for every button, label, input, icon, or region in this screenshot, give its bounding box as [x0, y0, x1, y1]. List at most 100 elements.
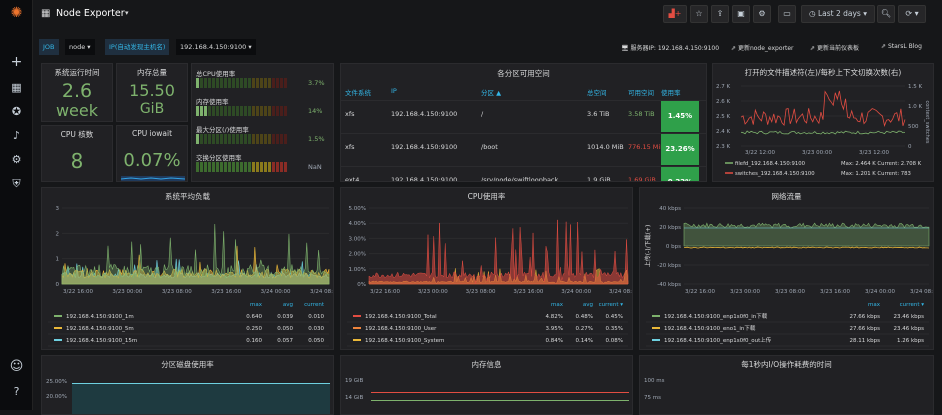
ip-variable-select[interactable]: 192.168.4.150:9100 ▾	[176, 39, 256, 55]
settings-button[interactable]: ⚙	[753, 5, 771, 23]
ylabel: 上传(-)/下载(+)	[644, 225, 652, 268]
disk-ytick: 25.00%	[46, 379, 67, 385]
uptime-panel[interactable]: 系统运行时间 2.6 week	[41, 63, 113, 122]
legend-header[interactable]: avg	[583, 302, 593, 308]
legend-header[interactable]: max	[250, 302, 263, 308]
legend-header[interactable]: current ▾	[900, 302, 925, 308]
variables-bar: JOB node ▾ IP(自动发现主机名) 192.168.4.150:910…	[33, 36, 942, 58]
update-dashboard-link[interactable]: ⇗ 更新当前仪表板	[810, 45, 859, 52]
time-range-picker[interactable]: ◷ Last 2 days ▾	[801, 5, 875, 23]
legend-series-name[interactable]: 192.168.4.150:9100_5m	[66, 326, 134, 332]
legend-value: 0.250	[246, 326, 262, 332]
ytick: 4.00%	[349, 221, 366, 227]
gauge-segment	[228, 134, 231, 144]
fd-legend-name[interactable]: filefd_192.168.4.150:9100	[735, 161, 806, 167]
gauge-label: 内存使用率	[196, 98, 229, 106]
legend-series-name[interactable]: 192.168.4.150:9100_enp1s0f0_out上传	[664, 336, 772, 344]
disk-ytick: 20.00%	[46, 394, 67, 400]
xtick: 3/22 16:00	[370, 289, 400, 295]
gauge-segment	[284, 162, 287, 172]
fs-table-cell: xfs	[345, 143, 355, 151]
cpu-iowait-panel[interactable]: CPU iowait 0.07%	[116, 125, 188, 182]
memory-total-title: 内存总量	[137, 68, 167, 77]
server-ip-link[interactable]: 🖥︎ 服务器IP: 192.168.4.150:9100	[621, 45, 720, 52]
legend-series-name[interactable]: 192.168.4.150:9100_Total	[365, 314, 437, 320]
job-variable-select[interactable]: node ▾	[65, 39, 95, 55]
fd-legend-stats: Max: 2.464 K Current: 2.708 K	[841, 161, 922, 167]
fs-col-header[interactable]: 文件系统	[345, 89, 371, 97]
bell-icon[interactable]: ♪	[12, 129, 21, 142]
legend-header[interactable]: avg	[283, 302, 293, 308]
zoom-out-button[interactable]: 🔍︎	[877, 5, 895, 23]
legend-header[interactable]: max	[868, 302, 881, 308]
gauge-segment	[200, 78, 203, 88]
gauge-segment	[220, 162, 223, 172]
explore-icon[interactable]: ✪	[11, 105, 22, 118]
fd-legend-name[interactable]: switches_192.168.4.150:9100	[735, 171, 815, 177]
gauge-segment	[260, 134, 263, 144]
io-time-panel[interactable]: 每1秒内I/O操作耗费的时间 100 ms 75 ms	[639, 355, 934, 415]
update-exporter-link[interactable]: ⇗ 更新node_exporter	[731, 45, 794, 52]
load-average-panel[interactable]: 系统平均负载 3 2 1 0 3/22 16:00 3/23 00:00 3/23 08:0…	[41, 187, 334, 350]
gauge-bar	[196, 162, 288, 172]
legend-series-name[interactable]: 192.168.4.150:9100_System	[365, 338, 444, 344]
avatar[interactable]: ☺	[9, 359, 24, 374]
gauge-segment	[252, 106, 255, 116]
legend-series-name[interactable]: 192.168.4.150:9100_15m	[66, 338, 137, 344]
fs-table-title: 各分区可用空间	[497, 69, 550, 78]
cpu-usage-panel[interactable]: CPU使用率 5.00% 4.00% 3.00% 2.00% 1.00% 0% 3/22 1…	[340, 187, 633, 350]
usage-gauges-panel[interactable]: 总CPU使用率 3.7% 内存使用率 14% 最大分区(/)使用率 1.5% 交换分区使用率…	[191, 63, 334, 182]
blog-link[interactable]: ⇗ StarsL Blog	[881, 43, 922, 50]
fs-col-header[interactable]: 总空间	[587, 89, 607, 97]
gauge-segment	[272, 134, 275, 144]
gauge-segment	[196, 162, 199, 172]
legend-series-name[interactable]: 192.168.4.150:9100_enp1s0f0_in下载	[664, 312, 768, 320]
fs-col-header[interactable]: IP	[391, 87, 397, 95]
legend-value: 4.82%	[546, 314, 563, 320]
fs-table-cell: 1.9 GiB	[587, 176, 611, 182]
legend-series-name[interactable]: 192.168.4.150:9100_1m	[66, 314, 134, 320]
plus-icon[interactable]: +	[10, 54, 23, 70]
chevron-down-icon[interactable]: ▾	[125, 9, 129, 17]
gear-icon[interactable]: ⚙	[11, 153, 22, 166]
memory-total-panel[interactable]: 内存总量 15.50 GiB	[116, 63, 188, 122]
fd-panel-title: 打开的文件描述符(左)/每秒上下文切换次数(右)	[744, 68, 902, 77]
gauge-value: 3.7%	[308, 79, 325, 87]
help-icon[interactable]: ?	[13, 385, 20, 398]
save-button[interactable]: ▣	[732, 5, 750, 23]
cpu-panel-title: CPU使用率	[467, 192, 506, 201]
file-descriptor-panel[interactable]: 打开的文件描述符(左)/每秒上下文切换次数(右) 2.7 K 2.6 K 2.5 K…	[712, 63, 934, 182]
legend-header[interactable]: max	[551, 302, 564, 308]
legend-header[interactable]: current	[304, 302, 325, 308]
gauge-segment	[268, 106, 271, 116]
dashboard-title[interactable]: Node Exporter	[56, 8, 125, 19]
legend-value: 0.27%	[576, 326, 593, 332]
share-button[interactable]: ⇪	[711, 5, 729, 23]
gauge-segment	[252, 78, 255, 88]
fs-col-header[interactable]: 可用空间	[628, 89, 654, 97]
network-traffic-panel[interactable]: 网络流量 40 kbps 20 kbps 0 bps -20 kbps -40 kbps…	[639, 187, 934, 350]
legend-header[interactable]: current ▾	[599, 302, 624, 308]
fs-col-header[interactable]: 分区 ▲	[481, 89, 502, 97]
gauge-bar	[196, 106, 288, 116]
tv-mode-button[interactable]: ▭	[778, 5, 796, 23]
disk-usage-panel[interactable]: 分区磁盘使用率 25.00% 20.00%	[41, 355, 334, 415]
grafana-logo-icon[interactable]: ✺	[10, 5, 23, 21]
refresh-button[interactable]: ⟳ ▾	[898, 5, 926, 23]
ytick: 2.00%	[349, 252, 366, 258]
fs-table-cell: 3.58 TiB	[628, 110, 655, 118]
memory-info-panel[interactable]: 内存信息 19 GiB 14 GiB	[340, 355, 633, 415]
fs-table-panel[interactable]: 各分区可用空间 文件系统 IP 分区 ▲ 总空间 可用空间 使用率 xfs 192.168.…	[340, 63, 707, 182]
star-button[interactable]: ☆	[690, 5, 708, 23]
dashboards-icon[interactable]: ▦	[11, 81, 22, 94]
legend-series-name[interactable]: 192.168.4.150:9100_eno1_in下载	[664, 324, 756, 332]
legend-series-name[interactable]: 192.168.4.150:9100_User	[365, 326, 437, 332]
gauge-segment	[232, 162, 235, 172]
gauge-segment	[212, 162, 215, 172]
shield-icon[interactable]: ⛨	[12, 177, 21, 190]
add-panel-button[interactable]: ▟+	[663, 5, 687, 23]
fs-col-header[interactable]: 使用率	[661, 89, 681, 97]
fs-table-cell: xfs	[345, 110, 355, 118]
cpu-cores-panel[interactable]: CPU 核数 8	[41, 125, 113, 182]
legend-value: 1.26 kbps	[897, 338, 924, 344]
